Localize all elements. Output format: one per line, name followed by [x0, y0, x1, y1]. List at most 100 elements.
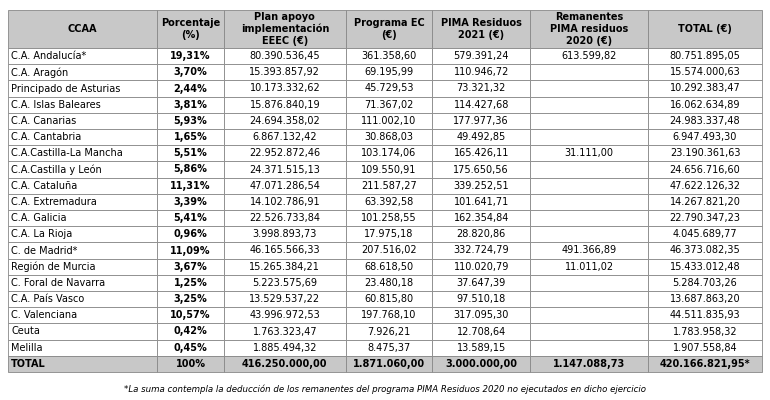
Bar: [157, 129, 224, 145]
Bar: [224, 275, 346, 291]
Text: TOTAL: TOTAL: [11, 359, 45, 369]
Bar: [224, 291, 346, 307]
Bar: [432, 226, 531, 242]
Bar: [346, 340, 432, 356]
Text: 1.763.323,47: 1.763.323,47: [253, 326, 317, 336]
Bar: [224, 113, 346, 129]
Text: 10.292.383,47: 10.292.383,47: [670, 84, 741, 94]
Text: 16.062.634,89: 16.062.634,89: [670, 100, 740, 110]
Bar: [531, 356, 648, 372]
Bar: [648, 178, 762, 194]
Bar: [224, 210, 346, 226]
Text: 1.783.958,32: 1.783.958,32: [673, 326, 738, 336]
Text: 46.373.082,35: 46.373.082,35: [670, 246, 741, 256]
Bar: [8, 48, 157, 64]
Bar: [224, 178, 346, 194]
Text: 45.729,53: 45.729,53: [364, 84, 413, 94]
Bar: [648, 80, 762, 97]
Text: 5,51%: 5,51%: [174, 148, 207, 158]
Bar: [157, 258, 224, 275]
Bar: [346, 64, 432, 80]
Bar: [346, 307, 432, 323]
Text: 416.250.000,00: 416.250.000,00: [242, 359, 327, 369]
Bar: [157, 10, 224, 48]
Bar: [531, 10, 648, 48]
Bar: [224, 80, 346, 97]
Text: 15.265.384,21: 15.265.384,21: [249, 262, 320, 272]
Text: 22.790.347,23: 22.790.347,23: [670, 213, 741, 223]
Text: 6.947.493,30: 6.947.493,30: [673, 132, 737, 142]
Bar: [157, 275, 224, 291]
Bar: [8, 291, 157, 307]
Text: 7.926,21: 7.926,21: [367, 326, 410, 336]
Text: 22.952.872,46: 22.952.872,46: [249, 148, 320, 158]
Bar: [648, 340, 762, 356]
Text: 109.550,91: 109.550,91: [361, 164, 417, 174]
Bar: [531, 226, 648, 242]
Bar: [531, 340, 648, 356]
Bar: [648, 323, 762, 340]
Bar: [531, 194, 648, 210]
Bar: [648, 64, 762, 80]
Text: 15.876.840,19: 15.876.840,19: [249, 100, 320, 110]
Text: 1,65%: 1,65%: [174, 132, 207, 142]
Text: C.A. Cataluña: C.A. Cataluña: [11, 181, 77, 191]
Text: C.A. Cantabria: C.A. Cantabria: [11, 132, 82, 142]
Text: C.A.Castilla y León: C.A.Castilla y León: [11, 164, 102, 175]
Bar: [346, 242, 432, 258]
Text: 15.393.857,92: 15.393.857,92: [249, 67, 320, 77]
Bar: [157, 307, 224, 323]
Bar: [648, 356, 762, 372]
Text: 6.867.132,42: 6.867.132,42: [253, 132, 317, 142]
Text: 3,70%: 3,70%: [174, 67, 207, 77]
Text: 0,96%: 0,96%: [174, 229, 207, 239]
Bar: [346, 291, 432, 307]
Text: *La suma contempla la deducción de los remanentes del programa PIMA Residuos 202: *La suma contempla la deducción de los r…: [124, 384, 646, 394]
Bar: [648, 210, 762, 226]
Text: 23.480,18: 23.480,18: [364, 278, 413, 288]
Bar: [648, 161, 762, 178]
Bar: [432, 48, 531, 64]
Text: 43.996.972,53: 43.996.972,53: [249, 310, 320, 320]
Bar: [346, 145, 432, 161]
Bar: [157, 194, 224, 210]
Bar: [432, 178, 531, 194]
Text: 14.102.786,91: 14.102.786,91: [249, 197, 320, 207]
Bar: [157, 323, 224, 340]
Bar: [432, 64, 531, 80]
Bar: [531, 242, 648, 258]
Text: 110.020,79: 110.020,79: [454, 262, 509, 272]
Bar: [157, 161, 224, 178]
Text: C.A. Extremadura: C.A. Extremadura: [11, 197, 97, 207]
Text: 15.433.012,48: 15.433.012,48: [670, 262, 741, 272]
Bar: [432, 275, 531, 291]
Bar: [648, 113, 762, 129]
Text: C. Foral de Navarra: C. Foral de Navarra: [11, 278, 105, 288]
Bar: [346, 48, 432, 64]
Bar: [432, 242, 531, 258]
Bar: [8, 64, 157, 80]
Bar: [346, 80, 432, 97]
Text: 361.358,60: 361.358,60: [361, 51, 417, 61]
Text: 80.751.895,05: 80.751.895,05: [670, 51, 741, 61]
Bar: [531, 161, 648, 178]
Text: 175.650,56: 175.650,56: [454, 164, 509, 174]
Text: 1.871.060,00: 1.871.060,00: [353, 359, 425, 369]
Bar: [157, 242, 224, 258]
Text: 1.907.558,84: 1.907.558,84: [673, 343, 738, 353]
Bar: [432, 291, 531, 307]
Text: 3,67%: 3,67%: [174, 262, 207, 272]
Text: 13.529.537,22: 13.529.537,22: [249, 294, 320, 304]
Text: 5.223.575,69: 5.223.575,69: [253, 278, 317, 288]
Text: 197.768,10: 197.768,10: [361, 310, 417, 320]
Text: 3,81%: 3,81%: [174, 100, 208, 110]
Text: 101.258,55: 101.258,55: [361, 213, 417, 223]
Text: 49.492,85: 49.492,85: [457, 132, 506, 142]
Bar: [531, 323, 648, 340]
Bar: [224, 258, 346, 275]
Text: 24.694.358,02: 24.694.358,02: [249, 116, 320, 126]
Bar: [648, 307, 762, 323]
Bar: [8, 275, 157, 291]
Bar: [8, 161, 157, 178]
Text: 110.946,72: 110.946,72: [454, 67, 509, 77]
